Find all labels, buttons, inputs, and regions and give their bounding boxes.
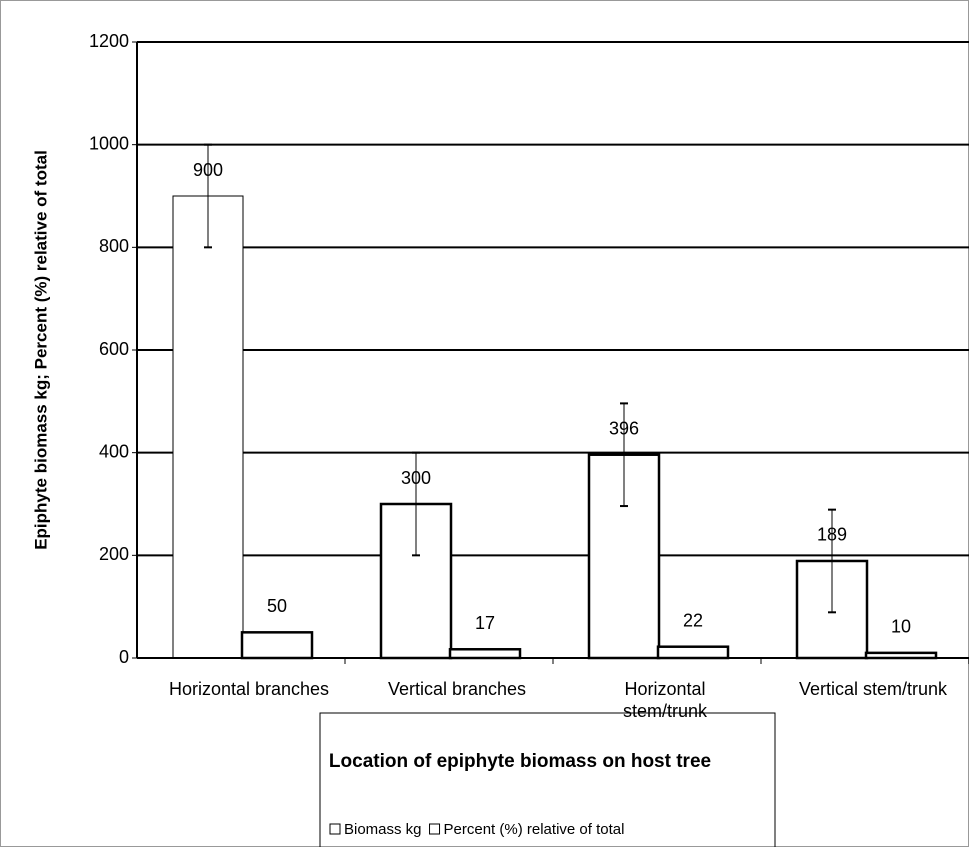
legend-label: Biomass kg [344, 821, 422, 838]
legend-box [319, 712, 776, 847]
legend-swatch [429, 823, 441, 835]
bar [240, 631, 314, 660]
legend-label: Percent (%) relative of total [444, 821, 625, 838]
data-label: 22 [683, 610, 703, 630]
x-axis-title: Location of epiphyte biomass on host tre… [329, 751, 711, 772]
y-tick-label: 1000 [89, 133, 129, 153]
y-tick-label: 200 [99, 544, 129, 564]
y-tick-label: 1200 [89, 31, 129, 51]
x-tick-label: Vertical stem/trunk [798, 679, 948, 699]
data-label: 17 [475, 613, 495, 633]
x-tick-label: Horizontal stem/trunk [622, 679, 708, 721]
x-tick-label: Vertical branches [387, 679, 527, 699]
bar [656, 645, 730, 660]
y-tick-label: 600 [99, 339, 129, 359]
legend-swatch [329, 823, 341, 835]
y-axis-title: Epiphyte biomass kg; Percent (%) relativ… [31, 150, 50, 550]
bar [172, 195, 244, 659]
y-tick-label: 400 [99, 441, 129, 461]
bar [448, 648, 522, 660]
x-tick-label: Horizontal branches [168, 679, 330, 699]
y-tick-label: 0 [119, 647, 129, 667]
data-label: 10 [891, 617, 911, 637]
data-label: 50 [267, 596, 287, 616]
y-tick-label: 800 [99, 236, 129, 256]
bar [379, 502, 453, 660]
